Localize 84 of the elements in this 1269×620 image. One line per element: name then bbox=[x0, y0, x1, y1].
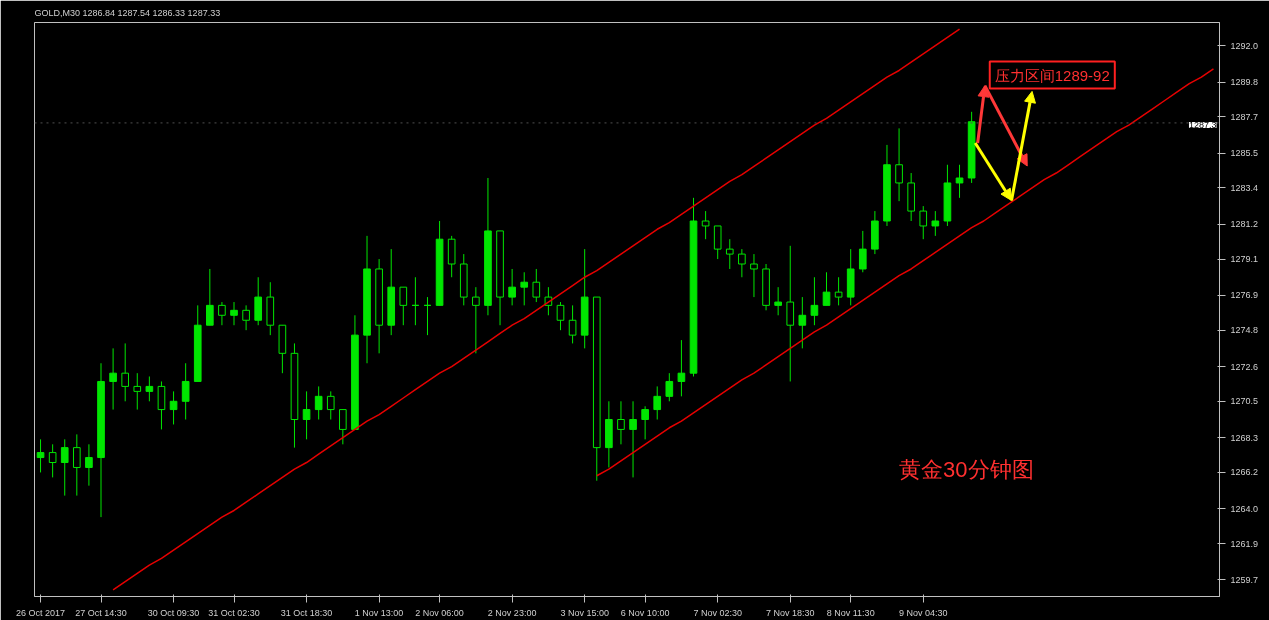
candlestick bbox=[109, 347, 117, 411]
candlestick bbox=[955, 164, 964, 199]
x-tick-label: 31 Oct 02:30 bbox=[208, 607, 260, 618]
candlestick bbox=[157, 380, 166, 430]
candlestick bbox=[520, 271, 529, 306]
candlestick bbox=[181, 362, 190, 420]
y-tick-label: 1274.8 bbox=[1230, 325, 1259, 336]
candlestick bbox=[399, 286, 408, 326]
annotation: 黄金30分钟图 bbox=[899, 456, 1034, 482]
candlestick bbox=[339, 409, 347, 445]
x-tick-label: 27 Oct 14:30 bbox=[75, 607, 127, 618]
x-tick-label: 26 Oct 2017 bbox=[16, 607, 66, 618]
y-tick-label: 1283.4 bbox=[1230, 182, 1259, 193]
x-tick-label: 30 Oct 09:30 bbox=[147, 607, 200, 618]
x-tick-label: 2 Nov 06:00 bbox=[415, 607, 464, 618]
x-tick-label: 3 Nov 15:00 bbox=[560, 607, 609, 618]
y-tick-label: 1261.9 bbox=[1230, 538, 1259, 549]
candlestick bbox=[60, 438, 69, 497]
candlestick bbox=[36, 438, 45, 473]
y-tick-label: 1281.2 bbox=[1230, 219, 1259, 230]
candlestick bbox=[73, 433, 81, 497]
candlestick bbox=[508, 268, 516, 306]
candlestick bbox=[169, 390, 178, 425]
candlestick bbox=[85, 443, 93, 487]
ref-line-label: 1287.3 bbox=[1188, 119, 1217, 130]
candlestick bbox=[133, 372, 142, 411]
candlestick bbox=[326, 390, 335, 420]
y-tick-label: 1287.7 bbox=[1230, 111, 1259, 122]
y-tick-label: 1272.6 bbox=[1230, 361, 1259, 372]
candlestick bbox=[798, 296, 807, 349]
candlestick bbox=[725, 238, 734, 270]
candlestick bbox=[774, 286, 782, 316]
candlestick bbox=[641, 405, 649, 440]
candlestick bbox=[653, 385, 662, 420]
chart-title: GOLD,M30 1286.84 1287.54 1286.33 1287.33 bbox=[34, 7, 221, 18]
y-tick-label: 1259.7 bbox=[1230, 574, 1259, 585]
y-tick-label: 1285.5 bbox=[1230, 148, 1259, 159]
y-tick-label: 1279.1 bbox=[1230, 254, 1259, 265]
candlestick bbox=[145, 375, 154, 402]
candlestick bbox=[556, 301, 565, 331]
candlestick bbox=[302, 390, 311, 440]
candlestick bbox=[230, 301, 238, 326]
candlestick bbox=[48, 443, 57, 478]
candlestick bbox=[472, 286, 480, 354]
y-tick-label: 1292.0 bbox=[1230, 40, 1259, 51]
x-tick-label: 9 Nov 04:30 bbox=[898, 607, 948, 618]
candlestick bbox=[919, 205, 928, 240]
x-tick-label: 6 Nov 10:00 bbox=[620, 607, 670, 618]
candlestick bbox=[242, 304, 250, 331]
candlestick bbox=[314, 385, 323, 420]
candlestick bbox=[750, 253, 758, 298]
candlestick bbox=[121, 342, 130, 402]
y-tick-label: 1289.8 bbox=[1230, 77, 1259, 88]
candlestick bbox=[834, 276, 843, 306]
y-tick-label: 1270.5 bbox=[1230, 396, 1259, 407]
candlestick bbox=[629, 400, 637, 478]
candlestick bbox=[254, 276, 263, 326]
candlestick bbox=[810, 276, 819, 326]
y-tick-label: 1276.9 bbox=[1230, 290, 1259, 301]
candlestick bbox=[218, 301, 226, 326]
candlestick bbox=[713, 225, 722, 260]
annotation: 压力区间1289-92 bbox=[994, 66, 1110, 84]
candlestick bbox=[786, 245, 795, 382]
candlestick bbox=[206, 268, 214, 326]
candlestick bbox=[822, 271, 831, 306]
y-tick-label: 1268.3 bbox=[1230, 432, 1259, 443]
x-tick-label: 8 Nov 11:30 bbox=[826, 607, 875, 618]
candlestick bbox=[738, 248, 746, 278]
x-tick-label: 7 Nov 02:30 bbox=[693, 607, 742, 618]
candlestick bbox=[617, 400, 625, 445]
y-tick-label: 1264.0 bbox=[1230, 503, 1259, 514]
candlestick bbox=[895, 127, 903, 202]
candlestick bbox=[858, 230, 867, 273]
x-tick-label: 1 Nov 13:00 bbox=[354, 607, 404, 618]
candlestick bbox=[665, 372, 674, 402]
y-tick-label: 1266.2 bbox=[1230, 467, 1259, 478]
candlestick bbox=[532, 268, 541, 303]
x-tick-label: 31 Oct 18:30 bbox=[280, 607, 333, 618]
candlestick bbox=[568, 304, 577, 344]
candlestick bbox=[677, 339, 686, 397]
x-tick-label: 2 Nov 23:00 bbox=[487, 607, 537, 618]
candlestick bbox=[701, 210, 710, 240]
candlestick bbox=[931, 210, 940, 237]
x-tick-label: 7 Nov 18:30 bbox=[765, 607, 815, 618]
